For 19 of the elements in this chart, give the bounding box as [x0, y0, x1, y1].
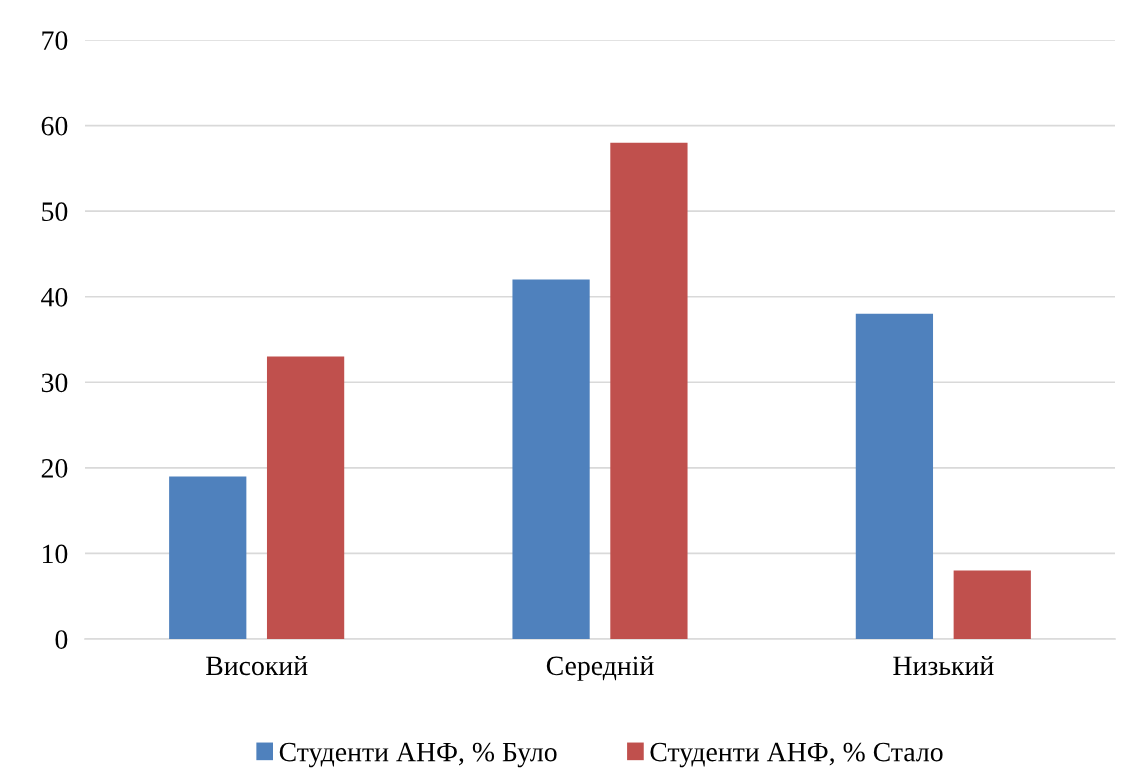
y-tick-label: 50: [42, 202, 68, 222]
y-tick-label: 10: [43, 544, 68, 564]
bar: [169, 476, 247, 639]
legend-label: Студенти АНФ, % Було: [279, 742, 557, 768]
y-tick-label: 40: [41, 287, 68, 307]
bar: [953, 570, 1031, 639]
y-tick-label: 70: [42, 31, 68, 50]
bar: [855, 313, 934, 639]
bar: [512, 279, 590, 639]
y-tick-label: 0: [55, 630, 68, 649]
x-tick-label: Середній: [546, 655, 654, 681]
x-tick-label: Низький: [893, 655, 994, 676]
bar: [610, 142, 688, 639]
legend-label: Студенти АНФ, % Стало: [650, 742, 943, 768]
y-tick-label: 20: [41, 459, 68, 478]
x-tick-label: Високий: [206, 655, 308, 676]
bar: [266, 356, 345, 639]
y-tick-label: 30: [41, 373, 68, 393]
y-tick-label: 60: [41, 116, 68, 136]
